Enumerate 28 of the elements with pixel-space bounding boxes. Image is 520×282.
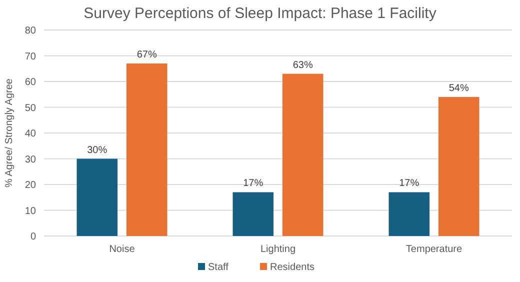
y-tick-label: 10 <box>24 206 36 217</box>
y-tick-label: 50 <box>24 102 36 114</box>
bar <box>126 63 168 236</box>
x-tick-label: Temperature <box>406 244 463 255</box>
data-label: 63% <box>292 60 313 71</box>
data-label: 30% <box>87 144 108 156</box>
y-tick-label: 40 <box>24 128 36 140</box>
y-axis-title: % Agree/ Strongly Agree <box>4 78 15 188</box>
y-tick-label: 80 <box>24 26 36 36</box>
y-tick-label: 0 <box>30 232 36 242</box>
x-tick-label: Noise <box>109 244 136 255</box>
bar <box>232 192 274 236</box>
bar <box>76 158 118 236</box>
data-label: 17% <box>399 178 420 190</box>
bar <box>282 74 324 236</box>
y-tick-label: 20 <box>24 180 36 191</box>
legend-label: Residents <box>270 262 314 273</box>
chart-title: Survey Perceptions of Sleep Impact: Phase 1 Facility <box>84 5 437 22</box>
bar <box>438 96 480 236</box>
data-label: 67% <box>136 49 157 60</box>
bar <box>388 192 430 236</box>
y-tick-label: 60 <box>24 77 36 88</box>
x-tick-label: Lighting <box>260 244 296 255</box>
y-tick-label: 30 <box>24 154 36 166</box>
legend-label: Staff <box>208 262 229 273</box>
data-label: 17% <box>243 178 264 190</box>
data-label: 54% <box>448 82 469 94</box>
y-tick-label: 70 <box>24 51 36 62</box>
